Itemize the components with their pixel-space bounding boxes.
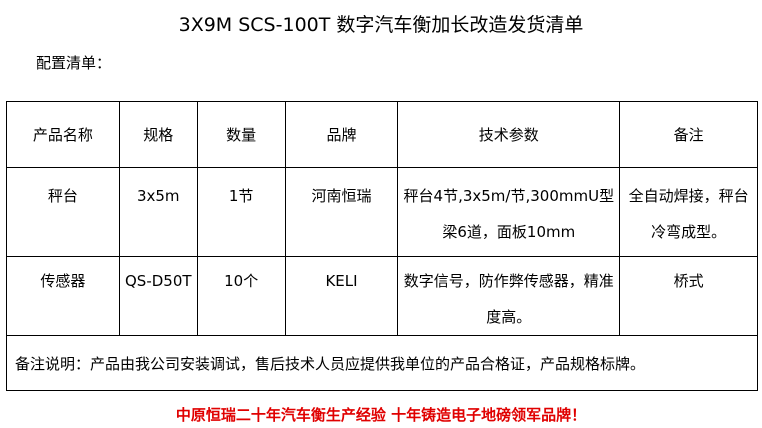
cell: 数字信号，防作弊传感器，精准度高。: [397, 256, 621, 336]
cell: 全自动焊接，秤台冷弯成型。: [619, 167, 758, 257]
cell: 10个: [196, 256, 286, 336]
note-row: 备注说明：产品由我公司安装调试，售后技术人员应提供我单位的产品合格证，产品规格标…: [6, 335, 758, 391]
header-cell: 规格: [118, 101, 198, 168]
header-cell: 品牌: [284, 101, 399, 168]
table-row: 秤台 3x5m 1节 河南恒瑞 秤台4节,3x5m/节,300mmU型梁6道，面…: [6, 167, 758, 257]
cell: QS-D50T: [118, 256, 198, 336]
cell: 3x5m: [118, 167, 198, 257]
cell: 河南恒瑞: [284, 167, 399, 257]
header-cell: 技术参数: [397, 101, 621, 168]
header-cell: 数量: [196, 101, 286, 168]
header-cell: 备注: [619, 101, 758, 168]
config-list-label: 配置清单：: [36, 54, 112, 72]
table-header-row: 产品名称 规格 数量 品牌 技术参数 备注: [6, 101, 758, 168]
cell: 桥式: [619, 256, 758, 336]
note-cell: 备注说明：产品由我公司安装调试，售后技术人员应提供我单位的产品合格证，产品规格标…: [6, 335, 758, 391]
table-row: 传感器 QS-D50T 10个 KELI 数字信号，防作弊传感器，精准度高。 桥…: [6, 256, 758, 336]
cell: KELI: [284, 256, 399, 336]
shipping-list-table: 产品名称 规格 数量 品牌 技术参数 备注 秤台 3x5m 1节 河南恒瑞 秤台…: [6, 101, 758, 391]
footer-slogan: 中原恒瑞二十年汽车衡生产经验 十年铸造电子地磅领军品牌！: [175, 406, 587, 424]
header-cell: 产品名称: [6, 101, 120, 168]
cell: 秤台4节,3x5m/节,300mmU型梁6道，面板10mm: [397, 167, 621, 257]
cell: 秤台: [6, 167, 120, 257]
document-title: 3X9M SCS-100T 数字汽车衡加长改造发货清单: [178, 14, 584, 36]
cell: 1节: [196, 167, 286, 257]
cell: 传感器: [6, 256, 120, 336]
